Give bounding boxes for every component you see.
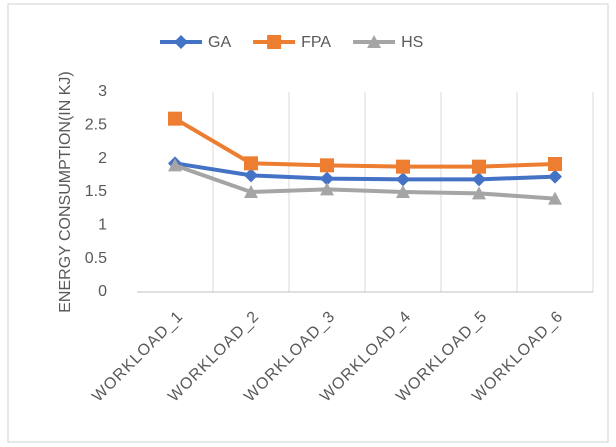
- marker: [244, 168, 258, 183]
- y-axis-label: ENERGY CONSUMPTION(IN KJ): [57, 71, 74, 313]
- legend-label: GA: [208, 34, 231, 51]
- marker: [396, 159, 410, 174]
- y-tick-label: 3: [98, 83, 107, 100]
- y-tick-label: 0: [98, 283, 107, 300]
- marker: [472, 186, 486, 200]
- marker: [174, 35, 188, 49]
- marker: [548, 169, 562, 184]
- marker: [244, 156, 258, 171]
- legend-label: FPA: [301, 34, 331, 51]
- marker: [472, 172, 486, 187]
- marker: [396, 172, 410, 187]
- marker: [367, 35, 382, 48]
- marker: [320, 171, 334, 186]
- legend-label: HS: [401, 34, 423, 51]
- marker: [267, 35, 282, 49]
- series-line: [174, 161, 556, 182]
- marker: [396, 185, 410, 198]
- marker: [320, 182, 334, 196]
- marker: [244, 185, 258, 198]
- marker: [548, 157, 562, 171]
- marker: [320, 158, 334, 173]
- marker: [472, 159, 486, 174]
- marker: [168, 111, 182, 126]
- y-tick-label: 1.5: [85, 183, 107, 200]
- y-tick-label: 2.5: [85, 117, 107, 134]
- series-line: [173, 116, 556, 169]
- marker: [548, 191, 562, 205]
- marker: [168, 158, 182, 172]
- y-tick-label: 2: [98, 150, 107, 167]
- series-line: [174, 163, 556, 201]
- y-tick-label: 1: [98, 217, 107, 234]
- y-tick-label: 0.5: [85, 250, 107, 267]
- chart-border: [7, 3, 609, 443]
